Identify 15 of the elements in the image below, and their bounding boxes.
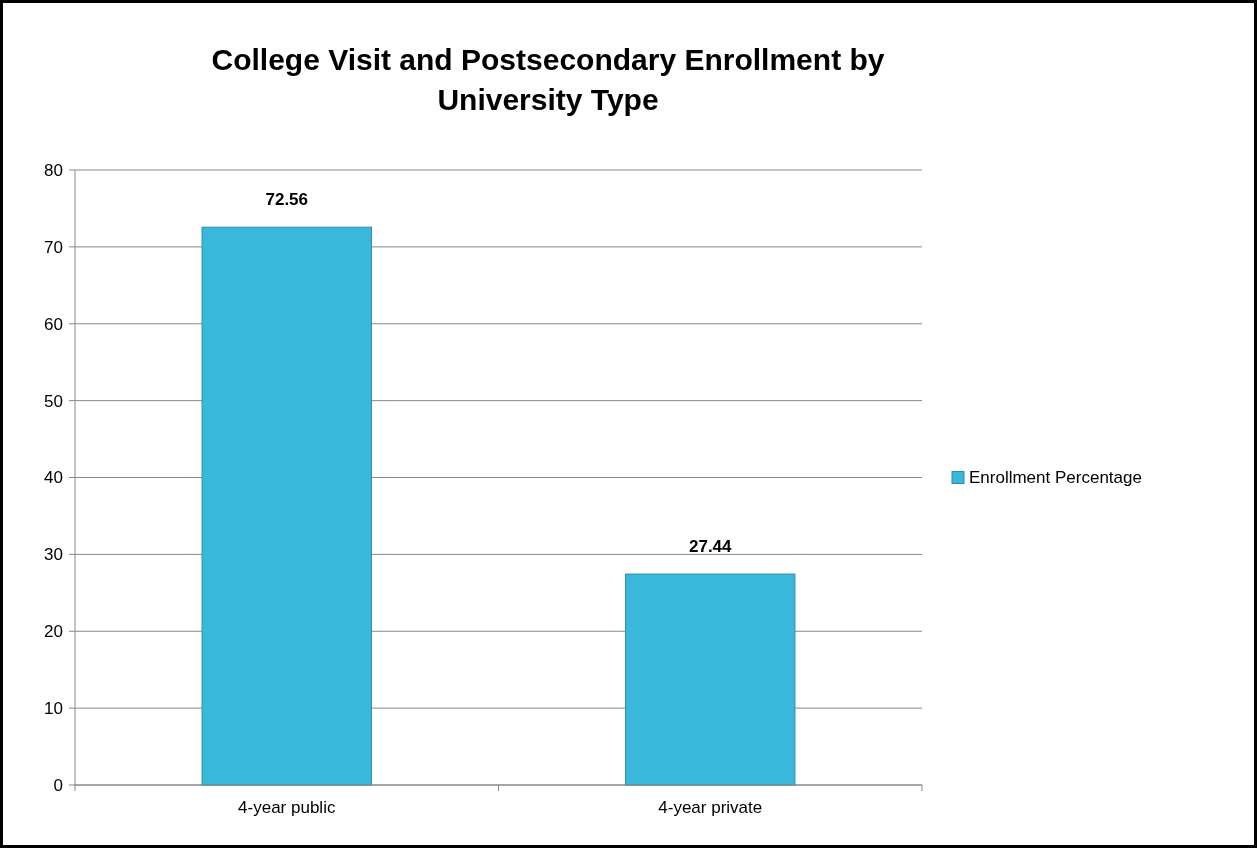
- y-tick-label: 10: [44, 699, 63, 719]
- y-tick-label: 30: [44, 545, 63, 565]
- data-label: 72.56: [265, 190, 309, 210]
- chart-title: College Visit and Postsecondary Enrollment by University Type: [211, 43, 885, 116]
- y-tick-label: 80: [44, 160, 63, 180]
- y-tick-label: 50: [44, 391, 63, 411]
- y-tick-label: 60: [44, 314, 63, 334]
- y-tick-label: 20: [44, 622, 63, 642]
- y-tick-label: 40: [44, 468, 63, 488]
- x-tick-label: 4-year public: [238, 798, 336, 817]
- y-tick-label: 70: [44, 237, 63, 257]
- data-label: 27.44: [688, 537, 733, 557]
- y-tick-label: 0: [53, 775, 63, 795]
- x-tick-label: 4-year private: [658, 798, 763, 817]
- legend-label: Enrollment Percentage: [969, 468, 1142, 488]
